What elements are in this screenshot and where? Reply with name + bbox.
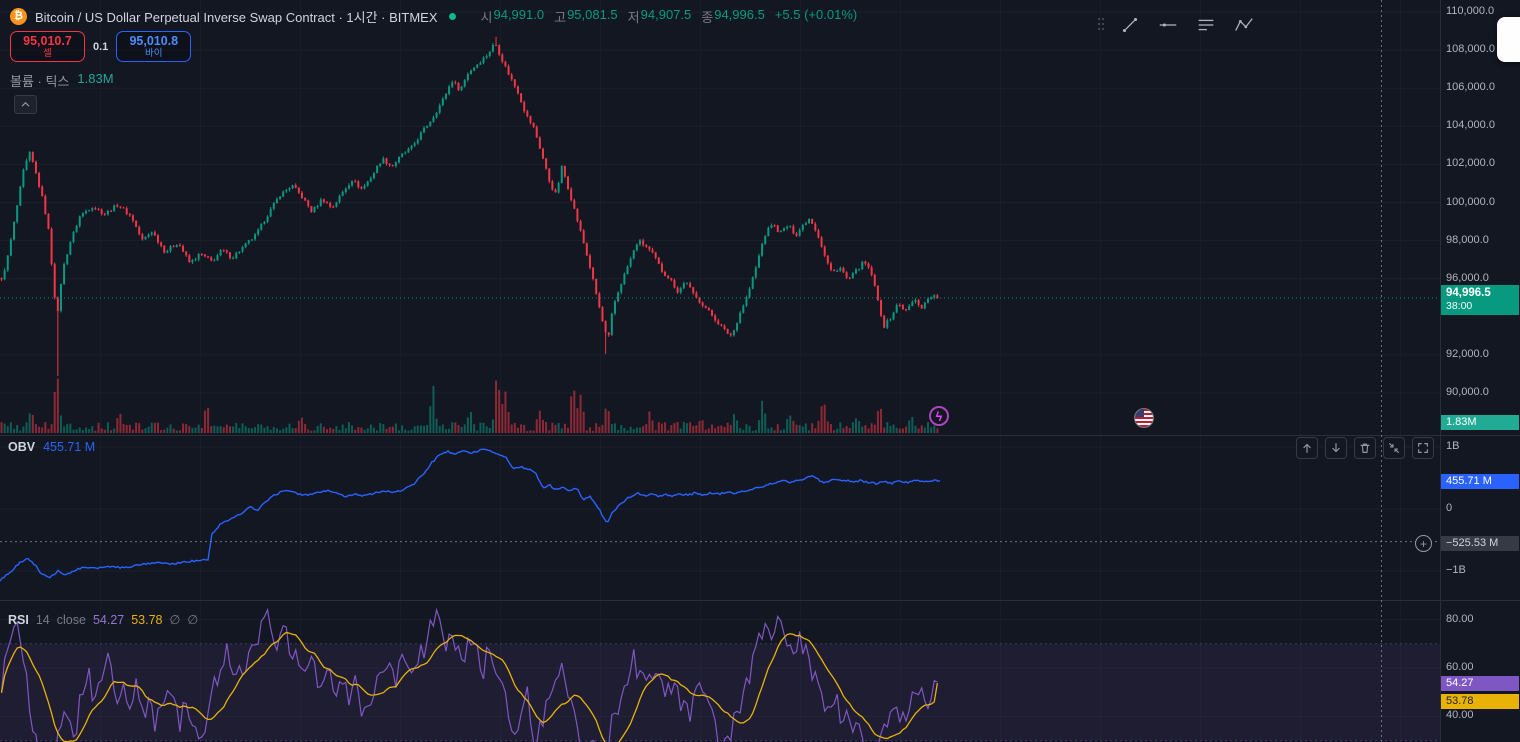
add-order-plus-icon[interactable]: + — [1415, 535, 1432, 552]
volume-value: 1.83M — [77, 71, 114, 86]
axis-tick-label: −1B — [1446, 564, 1466, 576]
market-status-dot — [448, 12, 456, 20]
axis-tick-label: 40.00 — [1446, 709, 1474, 722]
low-value: 94,907.5 — [640, 6, 692, 22]
trade-widget: 95,010.7 셀 0.1 95,010.8 바이 — [10, 31, 192, 62]
delete-pane-button[interactable] — [1354, 437, 1376, 459]
trash-icon — [1360, 443, 1370, 453]
maximize-pane-button[interactable] — [1412, 437, 1434, 459]
axis-tick-label: 106,000.0 — [1446, 81, 1495, 94]
axis-tick-label: 92,000.0 — [1446, 347, 1489, 360]
rsi-source: close — [56, 612, 86, 627]
axis-tick-label: 0 — [1446, 502, 1453, 514]
buy-price: 95,010.8 — [129, 34, 179, 48]
volume-legend: 볼륨 · 틱스 1.83M — [10, 71, 114, 90]
drawing-toolbar — [1098, 8, 1262, 42]
drag-handle-icon[interactable] — [1098, 17, 1106, 33]
arrow-up-icon — [1303, 443, 1311, 453]
collapse-arrows-icon — [1389, 443, 1399, 453]
close-value: 94,996.5 — [714, 6, 765, 22]
rsi-value: 54.27 — [92, 612, 125, 627]
obv-axis-badge: 455.71 M — [1441, 474, 1519, 489]
rsi-length: 14 — [35, 612, 50, 627]
maximize-icon — [1418, 443, 1428, 453]
grid — [0, 0, 1440, 742]
horizontal-ray-tool-button[interactable] — [1150, 10, 1186, 40]
rsi-line — [0, 607, 938, 742]
ohlc-values: 시 94,991.0 고 95,081.5 저 94,907.5 종 94,996.5 … — [481, 7, 858, 26]
buy-label: 바이 — [145, 48, 163, 59]
pane-controls — [1296, 437, 1434, 459]
axis-tick-label: 1B — [1446, 440, 1460, 452]
obv-value: 455.71 M — [43, 440, 96, 454]
symbol-title[interactable]: Bitcoin / US Dollar Perpetual Inverse Sw… — [35, 9, 438, 25]
spread-value: 0.1 — [93, 40, 109, 53]
current-price-badge: 94,996.5 38:00 — [1441, 285, 1519, 315]
axis-tick-label: 96,000.0 — [1446, 271, 1489, 284]
flag-canton — [1135, 409, 1144, 417]
rsi-title: RSI — [8, 612, 29, 627]
candlestick-series — [0, 36, 939, 376]
rsi-ma-axis-badge: 53.78 — [1441, 694, 1519, 709]
symbol-legend: ₿ Bitcoin / US Dollar Perpetual Inverse … — [10, 6, 857, 26]
close-label: 종 — [701, 9, 714, 25]
polyline-tool-button[interactable] — [1226, 10, 1262, 40]
axis-tick-label: 80.00 — [1446, 612, 1474, 625]
axis-tick-label: 100,000.0 — [1446, 195, 1495, 208]
move-pane-down-button[interactable] — [1325, 437, 1347, 459]
axis-tick-label: 98,000.0 — [1446, 233, 1489, 246]
us-flag-icon[interactable] — [1134, 408, 1154, 428]
axis-tick-label: 110,000.0 — [1446, 5, 1495, 17]
bar-countdown: 38:00 — [1446, 300, 1473, 312]
high-value: 95,081.5 — [567, 6, 618, 22]
volume-series — [0, 378, 939, 433]
polyline-icon — [1235, 18, 1253, 31]
obv-title: OBV — [8, 440, 36, 454]
axis-tick-label: 104,000.0 — [1446, 119, 1495, 132]
rsi-axis-badge: 54.27 — [1441, 676, 1519, 691]
price-scale[interactable]: 94,996.5 38:00 1.83M 455.71 M −525.53 M … — [1441, 0, 1520, 742]
buy-button[interactable]: 95,010.8 바이 — [116, 31, 192, 62]
rsi-indicator-legend[interactable]: RSI 14 close 54.27 53.78 ∅ ∅ — [8, 612, 199, 628]
axis-tick-label: 60.00 — [1446, 661, 1474, 673]
popup-panel-fragment[interactable] — [1497, 17, 1520, 62]
low-label: 저 — [627, 9, 640, 25]
change-value: +5.5 (+0.01%) — [774, 6, 858, 22]
move-pane-up-button[interactable] — [1296, 437, 1318, 459]
axis-tick-label: 102,000.0 — [1446, 157, 1495, 170]
sell-price: 95,010.7 — [23, 34, 72, 48]
open-value: 94,991.0 — [493, 6, 545, 22]
horizontal-ray-icon — [1159, 23, 1177, 27]
obv-indicator-legend[interactable]: OBV 455.71 M — [8, 440, 95, 454]
crosshair-value-badge: −525.53 M — [1441, 536, 1519, 551]
rsi-ma-value: 53.78 — [131, 612, 163, 627]
chevron-up-icon — [21, 101, 30, 107]
obv-line — [0, 448, 941, 582]
axis-tick-label: 90,000.0 — [1446, 386, 1489, 398]
volume-label: 볼륨 · 틱스 — [10, 74, 70, 89]
axis-tick-label: 108,000.0 — [1446, 43, 1495, 56]
volume-axis-badge: 1.83M — [1441, 415, 1519, 430]
boost-lightning-icon[interactable]: ϟ — [929, 406, 949, 426]
sell-label: 셀 — [43, 48, 52, 59]
parallel-lines-icon — [1198, 19, 1214, 31]
high-label: 고 — [554, 9, 567, 25]
bitcoin-icon: ₿ — [10, 7, 27, 25]
collapse-legend-button[interactable] — [14, 95, 37, 114]
trend-line-tool-button[interactable] — [1112, 10, 1148, 40]
rsi-divergence-symbol: ∅ — [187, 613, 199, 627]
parallel-lines-tool-button[interactable] — [1188, 10, 1224, 40]
rsi-divergence-symbol: ∅ — [169, 613, 181, 627]
arrow-down-icon — [1332, 443, 1340, 453]
sell-button[interactable]: 95,010.7 셀 — [10, 31, 85, 62]
open-label: 시 — [480, 9, 493, 25]
rsi-band — [0, 643, 1440, 741]
collapse-pane-button[interactable] — [1383, 437, 1405, 459]
rsi-ma-line — [0, 631, 939, 742]
trend-line-icon — [1122, 17, 1138, 33]
current-price-value: 94,996.5 — [1446, 287, 1491, 299]
